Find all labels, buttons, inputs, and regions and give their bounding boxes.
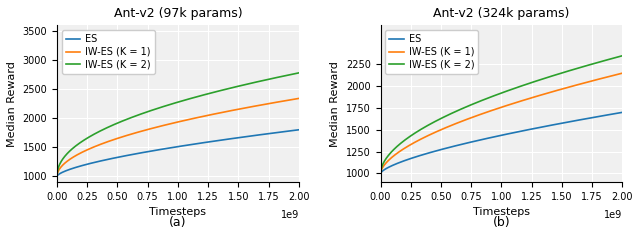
IW-ES (K = 1) — [170, 122, 177, 125]
Legend: ES, IW-ES (K = 1), IW-ES (K = 2): ES, IW-ES (K = 1), IW-ES (K = 2) — [385, 30, 478, 74]
Line: ES: ES — [381, 112, 622, 173]
ES — [197, 142, 205, 144]
ES — [377, 172, 385, 175]
IW-ES (K = 2) — [295, 72, 303, 74]
Line: IW-ES (K = 1): IW-ES (K = 1) — [381, 73, 622, 173]
Text: (a): (a) — [169, 216, 187, 229]
IW-ES (K = 2) — [184, 98, 191, 101]
Text: 1e9: 1e9 — [604, 210, 622, 220]
Line: IW-ES (K = 1): IW-ES (K = 1) — [57, 98, 299, 176]
ES — [53, 175, 61, 178]
IW-ES (K = 2) — [289, 73, 297, 76]
IW-ES (K = 1) — [197, 116, 205, 118]
IW-ES (K = 1) — [53, 175, 61, 178]
ES — [492, 135, 499, 138]
Y-axis label: Median Reward: Median Reward — [330, 61, 340, 147]
Line: ES: ES — [57, 130, 299, 176]
IW-ES (K = 1) — [492, 108, 499, 111]
IW-ES (K = 1) — [295, 97, 303, 100]
IW-ES (K = 2) — [492, 94, 499, 97]
IW-ES (K = 2) — [170, 102, 177, 105]
IW-ES (K = 2) — [252, 81, 259, 84]
IW-ES (K = 1) — [252, 105, 259, 107]
ES — [508, 132, 515, 135]
IW-ES (K = 2) — [168, 103, 175, 105]
IW-ES (K = 1) — [168, 122, 175, 125]
X-axis label: Timesteps: Timesteps — [149, 207, 206, 217]
Legend: ES, IW-ES (K = 1), IW-ES (K = 2): ES, IW-ES (K = 1), IW-ES (K = 2) — [62, 30, 155, 74]
Title: Ant-v2 (324k params): Ant-v2 (324k params) — [433, 7, 570, 20]
ES — [520, 129, 528, 132]
Line: IW-ES (K = 2): IW-ES (K = 2) — [57, 73, 299, 176]
IW-ES (K = 2) — [53, 175, 61, 178]
IW-ES (K = 2) — [618, 54, 626, 57]
IW-ES (K = 2) — [575, 67, 582, 69]
IW-ES (K = 1) — [493, 107, 500, 110]
ES — [168, 146, 175, 149]
ES — [612, 112, 620, 115]
IW-ES (K = 1) — [508, 103, 515, 105]
Text: (b): (b) — [493, 216, 510, 229]
Line: IW-ES (K = 2): IW-ES (K = 2) — [381, 56, 622, 173]
Title: Ant-v2 (97k params): Ant-v2 (97k params) — [113, 7, 242, 20]
IW-ES (K = 1) — [520, 99, 528, 101]
IW-ES (K = 1) — [289, 98, 297, 101]
ES — [289, 129, 297, 132]
ES — [575, 119, 582, 122]
IW-ES (K = 2) — [520, 84, 528, 86]
IW-ES (K = 2) — [493, 93, 500, 96]
IW-ES (K = 1) — [618, 72, 626, 75]
Text: 1e9: 1e9 — [280, 210, 299, 220]
IW-ES (K = 2) — [508, 88, 515, 91]
IW-ES (K = 1) — [575, 83, 582, 86]
ES — [170, 146, 177, 149]
Y-axis label: Median Reward: Median Reward — [7, 61, 17, 147]
ES — [184, 144, 191, 146]
ES — [252, 134, 259, 137]
IW-ES (K = 2) — [377, 172, 385, 175]
X-axis label: Timesteps: Timesteps — [473, 207, 530, 217]
ES — [493, 135, 500, 138]
IW-ES (K = 1) — [612, 73, 620, 76]
IW-ES (K = 2) — [612, 56, 620, 59]
IW-ES (K = 1) — [184, 118, 191, 121]
ES — [618, 111, 626, 114]
IW-ES (K = 2) — [197, 94, 205, 97]
IW-ES (K = 1) — [377, 172, 385, 175]
ES — [295, 128, 303, 131]
